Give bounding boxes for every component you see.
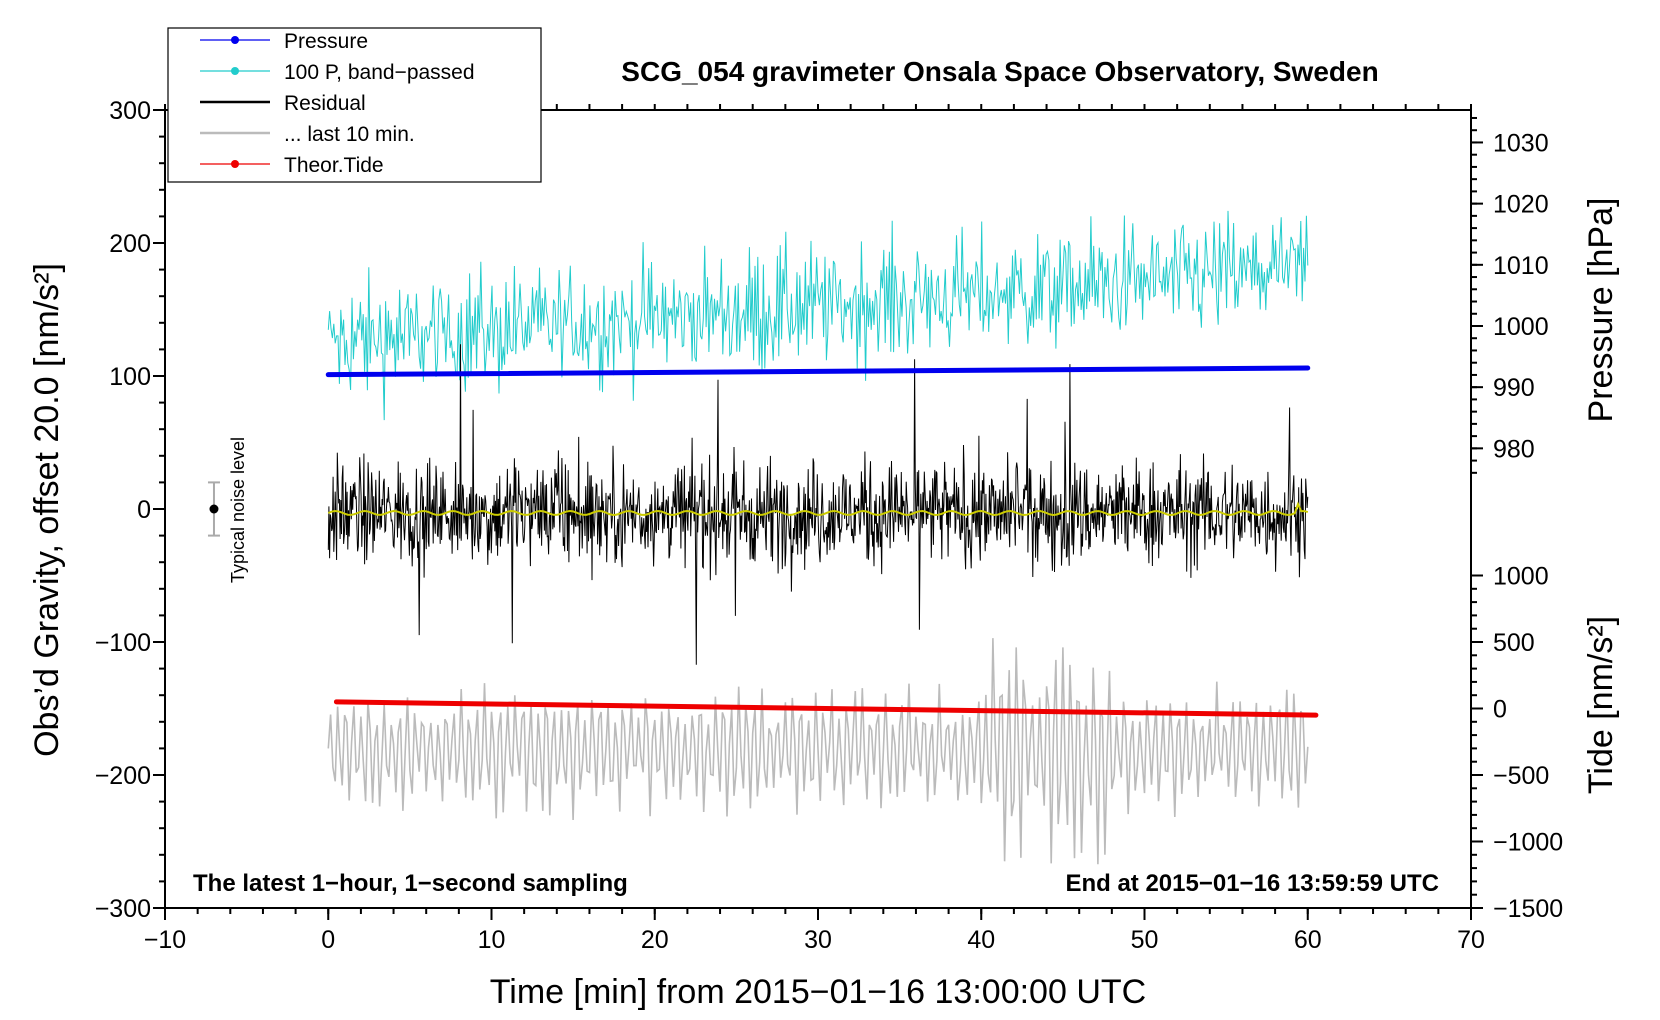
tide-axis-title: Tide [nm/s²] <box>1582 616 1620 794</box>
tide-tick-label: 1000 <box>1493 563 1549 591</box>
pressure-tick-label: 1000 <box>1493 313 1549 341</box>
pressure-axis-ticks: 980 990 1000 1010 1020 1030 <box>1471 116 1549 474</box>
x-tick-label: 60 <box>1294 926 1322 954</box>
y-tick-label: −300 <box>95 895 151 923</box>
tide-tick-label: −500 <box>1493 762 1549 790</box>
legend: Pressure 100 P, band−passed Residual ... la… <box>200 30 475 177</box>
x-tick-label: 40 <box>967 926 995 954</box>
pressure-tick-label: 990 <box>1493 374 1535 402</box>
y-tick-label: 100 <box>109 363 151 391</box>
series-last-10-min <box>327 638 1309 865</box>
chart-title: SCG_054 gravimeter Onsala Space Observat… <box>621 56 1378 87</box>
tide-tick-label: 0 <box>1493 696 1507 724</box>
x-tick-label: 70 <box>1457 926 1485 954</box>
series-residual <box>327 344 1309 665</box>
x-tick-label: 10 <box>478 926 506 954</box>
pressure-tick-label: 1010 <box>1493 252 1549 280</box>
y-tick-label: 300 <box>109 97 151 125</box>
legend-marker <box>231 160 239 168</box>
series-pressure-bandpassed <box>327 210 1309 421</box>
noise-level-label: Typical noise level <box>228 437 248 583</box>
legend-label: Pressure <box>284 30 368 53</box>
tide-tick-label: −1000 <box>1493 829 1563 857</box>
series-theoretical-tide <box>333 699 1319 718</box>
legend-label: 100 P, band−passed <box>284 61 475 84</box>
series-residual-smoothed <box>327 501 1309 517</box>
noise-point <box>209 504 219 514</box>
series-layer <box>325 210 1319 865</box>
tide-tick-label: 500 <box>1493 629 1535 657</box>
y-tick-label: 200 <box>109 230 151 258</box>
legend-marker <box>231 36 239 44</box>
pressure-tick-label: 1030 <box>1493 129 1549 157</box>
pressure-axis-title: Pressure [hPa] <box>1582 198 1620 423</box>
x-axis-ticks: −10 0 10 20 30 40 50 60 70 <box>144 104 1485 954</box>
annotation-sampling: The latest 1−hour, 1−second sampling <box>193 870 628 897</box>
y-tick-label: −200 <box>95 762 151 790</box>
tide-tick-label: −1500 <box>1493 895 1563 923</box>
legend-box <box>167 27 542 183</box>
y-tick-label: −100 <box>95 629 151 657</box>
annotation-end-time: End at 2015−01−16 13:59:59 UTC <box>1065 870 1439 897</box>
x-tick-label: 50 <box>1131 926 1159 954</box>
tide-axis-ticks: −1500 −1000 −500 0 500 1000 <box>1471 563 1563 923</box>
y-axis-ticks: −300 −200 −100 0 100 200 300 <box>95 97 165 923</box>
legend-label: Theor.Tide <box>284 154 384 177</box>
x-tick-label: 20 <box>641 926 669 954</box>
pressure-tick-label: 980 <box>1493 435 1535 463</box>
y-tick-label: 0 <box>137 496 151 524</box>
x-tick-label: 0 <box>321 926 335 954</box>
y-axis-title: Obs’d Gravity, offset 20.0 [nm/s²] <box>28 263 66 757</box>
pressure-tick-label: 1020 <box>1493 191 1549 219</box>
noise-level-marker <box>207 481 220 537</box>
x-tick-label: 30 <box>804 926 832 954</box>
legend-label: ... last 10 min. <box>284 123 415 146</box>
legend-marker <box>231 67 239 75</box>
x-axis-title: Time [min] from 2015−01−16 13:00:00 UTC <box>490 973 1146 1011</box>
series-pressure <box>325 365 1311 378</box>
x-tick-label: −10 <box>144 926 186 954</box>
legend-label: Residual <box>284 92 366 115</box>
